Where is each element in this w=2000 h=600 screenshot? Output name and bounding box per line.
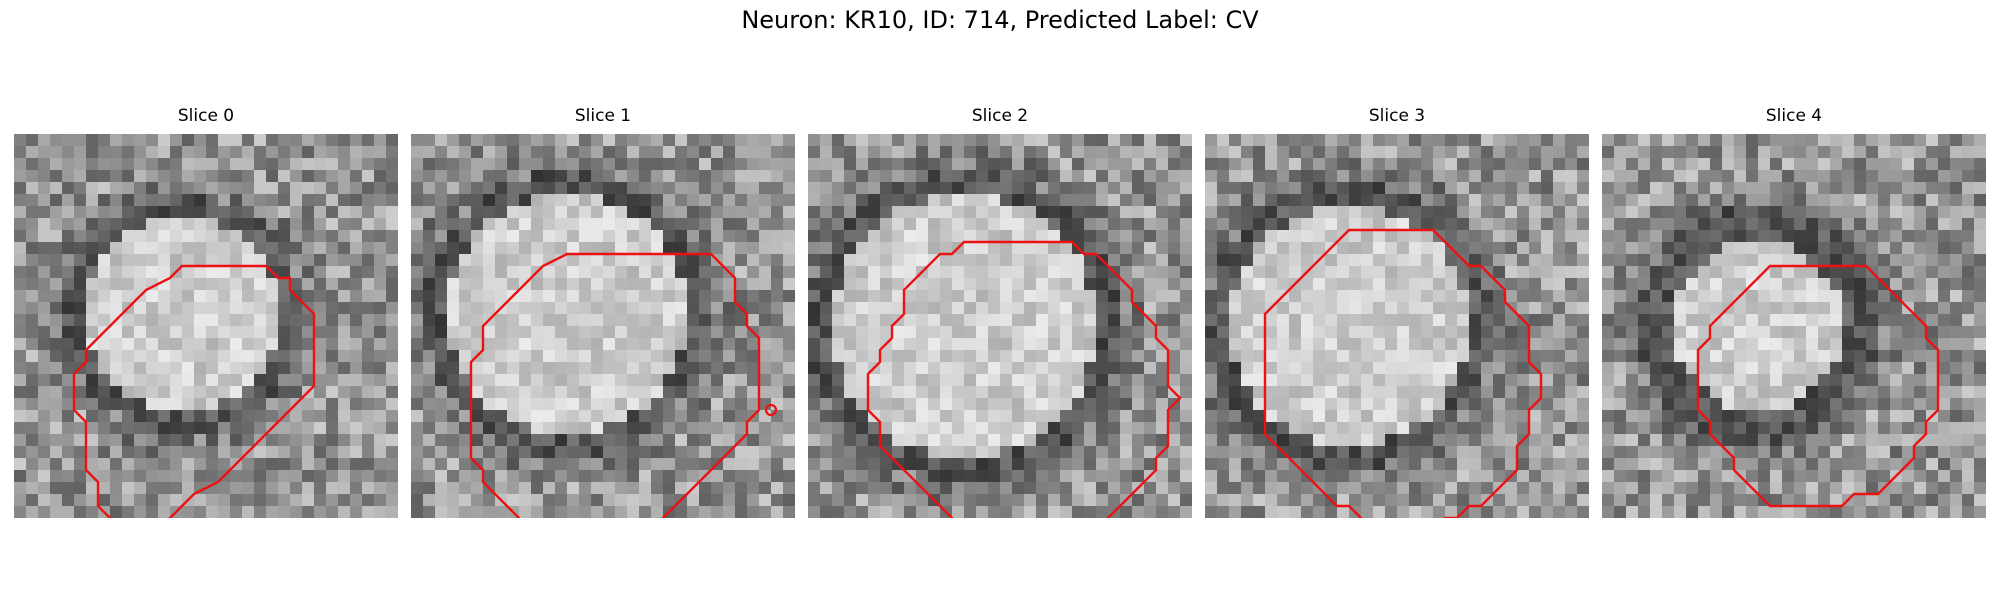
slice-image [1602,134,1986,518]
slice-panel-2: Slice 2 [808,106,1192,518]
micrograph-pixels [411,134,795,518]
micrograph-pixels [1205,134,1589,518]
slice-image [411,134,795,518]
slice-title: Slice 2 [971,106,1029,126]
micrograph-pixels [808,134,1192,518]
slice-image [1205,134,1589,518]
cell-contour [469,252,761,518]
contour-marker [764,403,778,417]
slice-panel-1: Slice 1 [411,106,795,518]
cell-contour [866,240,1182,518]
micrograph-pixels [1602,134,1986,518]
cell-contour [1696,264,1940,508]
slice-image [808,134,1192,518]
micrograph-pixels [14,134,398,518]
figure-title: Neuron: KR10, ID: 714, Predicted Label: … [741,6,1259,34]
slice-title: Slice 0 [177,106,235,126]
slice-title: Slice 4 [1765,106,1823,126]
cell-contour [72,264,316,518]
slice-title: Slice 3 [1368,106,1426,126]
slice-panel-4: Slice 4 [1602,106,1986,518]
cell-contour [1263,228,1543,518]
slice-panel-3: Slice 3 [1205,106,1589,518]
slice-image [14,134,398,518]
slice-title: Slice 1 [574,106,632,126]
slice-panel-0: Slice 0 [14,106,398,518]
